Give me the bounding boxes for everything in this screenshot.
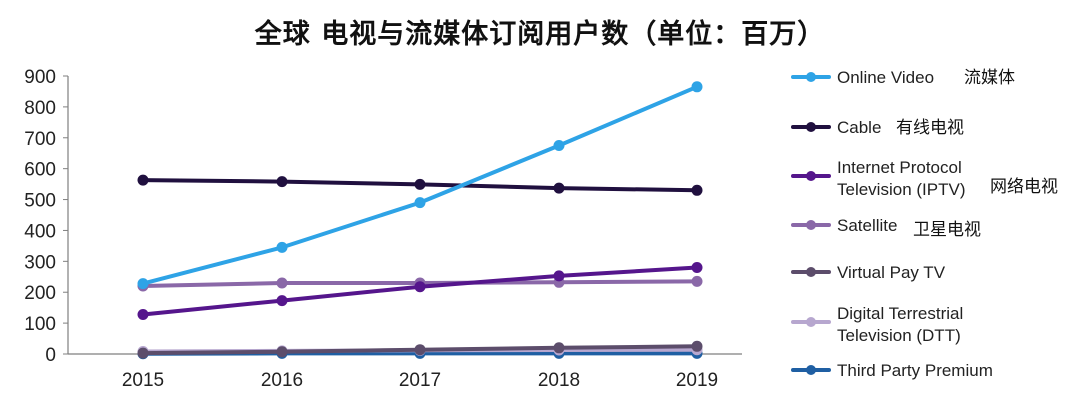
data-point xyxy=(137,347,149,359)
data-point xyxy=(553,140,565,151)
data-point xyxy=(137,174,149,186)
y-tick-label: 300 xyxy=(24,252,56,273)
legend-swatch-marker xyxy=(806,72,816,82)
legend-item: Digital Terrestrial Television (DTT) xyxy=(791,304,963,345)
data-point xyxy=(137,278,149,290)
legend-label: Cable xyxy=(837,118,881,137)
legend-chinese-label: 网络电视 xyxy=(990,177,1058,197)
legend-item: Cable 有线电视 xyxy=(791,118,964,138)
series-internet-protocol-television-iptv- xyxy=(137,262,703,320)
legend-swatch-marker xyxy=(806,171,816,181)
legend-label: Internet Protocol xyxy=(837,158,962,177)
data-point xyxy=(414,178,426,190)
data-point xyxy=(414,344,426,356)
legend-item: Satellite 卫星电视 xyxy=(791,216,981,240)
y-tick-label: 0 xyxy=(45,345,56,366)
legend-label: Third Party Premium xyxy=(837,361,993,380)
series-virtual-pay-tv xyxy=(137,340,703,359)
legend-item: Third Party Premium xyxy=(791,361,993,380)
data-point xyxy=(276,241,288,253)
chart-title: 全球 电视与流媒体订阅用户数（单位：百万） xyxy=(254,19,826,50)
data-point xyxy=(691,340,703,352)
legend-label: Digital Terrestrial xyxy=(837,304,963,323)
legend-label: Television (IPTV) xyxy=(837,180,965,199)
legend-swatch-marker xyxy=(806,267,816,277)
data-point xyxy=(691,275,703,287)
legend-label: Virtual Pay TV xyxy=(837,263,946,282)
legend-swatch-marker xyxy=(806,365,816,375)
legend-label: Television (DTT) xyxy=(837,326,961,345)
legend-swatch-marker xyxy=(806,122,816,132)
y-tick-label: 800 xyxy=(24,98,56,119)
legend-chinese-label: 有线电视 xyxy=(896,118,964,138)
axes: 0 100 200 300 400 500 600 700 800 900 2015 2016 2017… xyxy=(24,67,742,391)
y-tick-label: 500 xyxy=(24,191,56,212)
y-tick-label: 100 xyxy=(24,314,56,335)
data-point xyxy=(414,281,426,293)
data-point xyxy=(276,176,288,188)
data-point xyxy=(691,81,703,93)
data-point xyxy=(414,197,426,209)
legend-item: Internet Protocol Television (IPTV) 网络电视 xyxy=(791,158,1058,199)
data-point xyxy=(137,309,149,320)
y-tick-label: 700 xyxy=(24,129,56,150)
legend-chinese-label: 流媒体 xyxy=(964,68,1015,88)
legend-swatch-marker xyxy=(806,220,816,230)
x-tick-label: 2019 xyxy=(676,370,718,391)
legend-item: Virtual Pay TV xyxy=(791,263,946,282)
y-tick-label: 200 xyxy=(24,283,56,304)
data-point xyxy=(276,346,288,358)
series-lines xyxy=(137,81,703,360)
x-tick-label: 2018 xyxy=(538,370,580,391)
legend: Online Video 流媒体 Cable 有线电视 Internet Protoco… xyxy=(791,68,1058,380)
data-point xyxy=(553,182,565,194)
data-point xyxy=(691,184,703,196)
y-tick-label: 900 xyxy=(24,67,56,88)
x-tick-label: 2016 xyxy=(261,370,303,391)
x-tick-label: 2017 xyxy=(399,370,441,391)
data-point xyxy=(276,277,288,289)
data-point xyxy=(553,342,565,354)
y-tick-label: 600 xyxy=(24,160,56,181)
legend-item: Online Video 流媒体 xyxy=(791,68,1015,88)
legend-swatch-marker xyxy=(806,317,816,327)
legend-label: Online Video xyxy=(837,68,934,87)
series-online-video xyxy=(137,81,703,290)
x-tick-label: 2015 xyxy=(122,370,164,391)
data-point xyxy=(553,270,565,282)
series-cable xyxy=(137,174,703,196)
legend-chinese-label: 卫星电视 xyxy=(913,220,981,240)
data-point xyxy=(276,295,288,307)
y-tick-label: 400 xyxy=(24,221,56,242)
data-point xyxy=(691,262,703,273)
legend-label: Satellite xyxy=(837,216,897,235)
